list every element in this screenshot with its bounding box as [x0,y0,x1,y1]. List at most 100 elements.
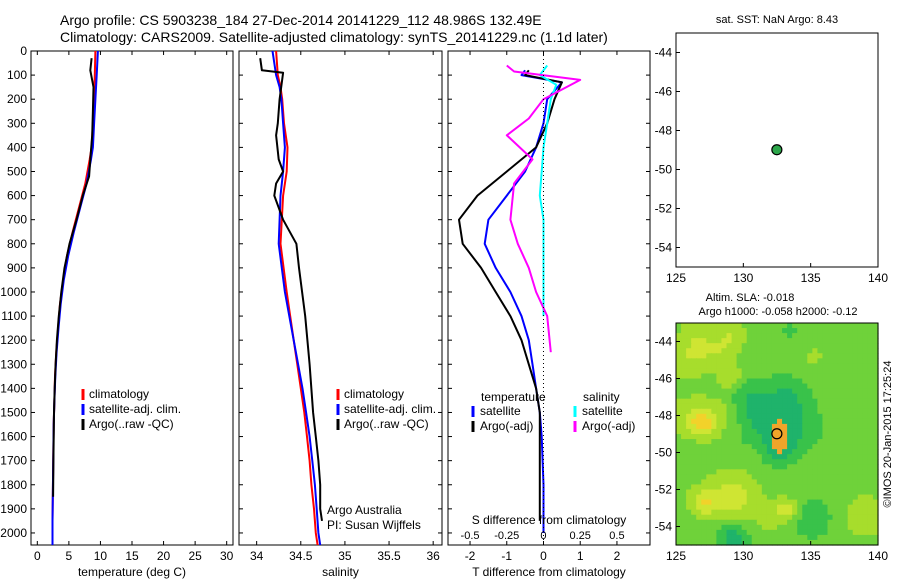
heatmap-cell [721,338,728,344]
heatmap-cell [852,439,859,445]
heatmap-cell [676,408,682,415]
heatmap-cell [761,388,768,395]
y-tick-label: 500 [7,164,27,178]
heatmap-cell [847,428,854,435]
y-tick-label: -48 [655,124,673,138]
heatmap-cell [787,489,793,496]
heatmap-cell [822,363,829,370]
heatmap-cell [761,403,768,410]
heatmap-cell [716,534,723,541]
heatmap-cell [676,328,682,334]
heatmap-cell [832,514,839,521]
legend-label: climatology [344,387,404,401]
heatmap-cell [812,489,818,496]
heatmap-cell [736,469,743,475]
heatmap-cell [681,494,687,501]
heatmap-cell [782,413,788,420]
heatmap-cell [842,328,849,334]
heatmap-cell [802,524,808,531]
heatmap-cell [857,529,864,536]
annotation-text: PI: Susan Wijffels [327,518,421,532]
heatmap-cell [792,464,798,470]
heatmap-cell [857,489,864,496]
heatmap-cell [867,454,874,460]
heatmap-cell [761,368,768,375]
heatmap-cell [842,464,849,470]
heatmap-cell [862,363,869,370]
heatmap-cell [771,353,778,359]
x-axis-label: T difference from climatology [472,565,626,579]
heatmap-cell [872,378,879,385]
heatmap-cell [847,504,854,511]
heatmap-cell [726,328,733,334]
salinity-panel: 34 34.5 35 35.5 36salinityclimatologysatelli… [238,50,443,579]
heatmap-cell [721,514,728,521]
heatmap-cell [711,459,717,465]
heatmap-cell [777,514,783,521]
heatmap-cell [792,434,798,440]
heatmap-cell [777,464,783,470]
heatmap-cell [736,413,743,420]
heatmap-cell [771,373,778,380]
heatmap-cell [782,393,788,400]
heatmap-cell [751,373,758,380]
heatmap-cell [761,413,768,420]
heatmap-cell [746,504,753,511]
heatmap-cell [701,454,707,460]
heatmap-cell [726,348,733,354]
heatmap-cell [837,338,844,344]
heatmap-cell [847,363,854,370]
heatmap-cell [716,454,723,460]
heatmap-cell [852,484,859,491]
heatmap-cell [827,428,834,435]
heatmap-cell [736,368,743,375]
heatmap-cell [676,428,682,435]
heatmap-cell [726,423,733,430]
heatmap-cell [867,428,874,435]
heatmap-cell [761,454,768,460]
heatmap-cell [676,434,682,440]
heatmap-cell [706,378,712,385]
heatmap-cell [792,363,798,370]
heatmap-cell [686,444,692,450]
heatmap-cell [817,449,824,455]
heatmap-cell [726,524,733,531]
heatmap-cell [787,434,793,440]
heatmap-cell [802,529,808,536]
heatmap-cell [741,338,748,344]
heatmap-cell [812,353,818,359]
heatmap-cell [676,484,682,491]
heatmap-cell [741,539,748,546]
heatmap-cell [792,504,798,511]
heatmap-cell [837,439,844,445]
heatmap-cell [771,444,778,450]
heatmap-cell [686,408,692,415]
heatmap-cell [777,539,783,546]
heatmap-cell [741,393,748,400]
heatmap-cell [837,373,844,380]
heatmap-cell [777,403,783,410]
heatmap-cell [686,353,692,359]
heatmap-cell [867,423,874,430]
heatmap-cell [761,363,768,370]
heatmap-cell [867,499,874,506]
heatmap-cell [837,539,844,546]
heatmap-cell [837,504,844,511]
heatmap-cell [736,418,743,425]
heatmap-cell [852,388,859,395]
heatmap-cell [777,449,783,455]
heatmap-cell [847,454,854,460]
heatmap-cell [807,378,813,385]
heatmap-cell [812,378,818,385]
heatmap-cell [721,358,728,364]
heatmap-cell [777,428,783,435]
heatmap-cell [867,353,874,359]
heatmap-cell [802,408,808,415]
heatmap-cell [827,333,834,339]
heatmap-cell [766,408,773,415]
heatmap-cell [777,469,783,475]
heatmap-cell [716,388,723,395]
heatmap-cell [792,474,798,481]
heatmap-cell [852,348,859,354]
heatmap-cell [812,398,818,405]
